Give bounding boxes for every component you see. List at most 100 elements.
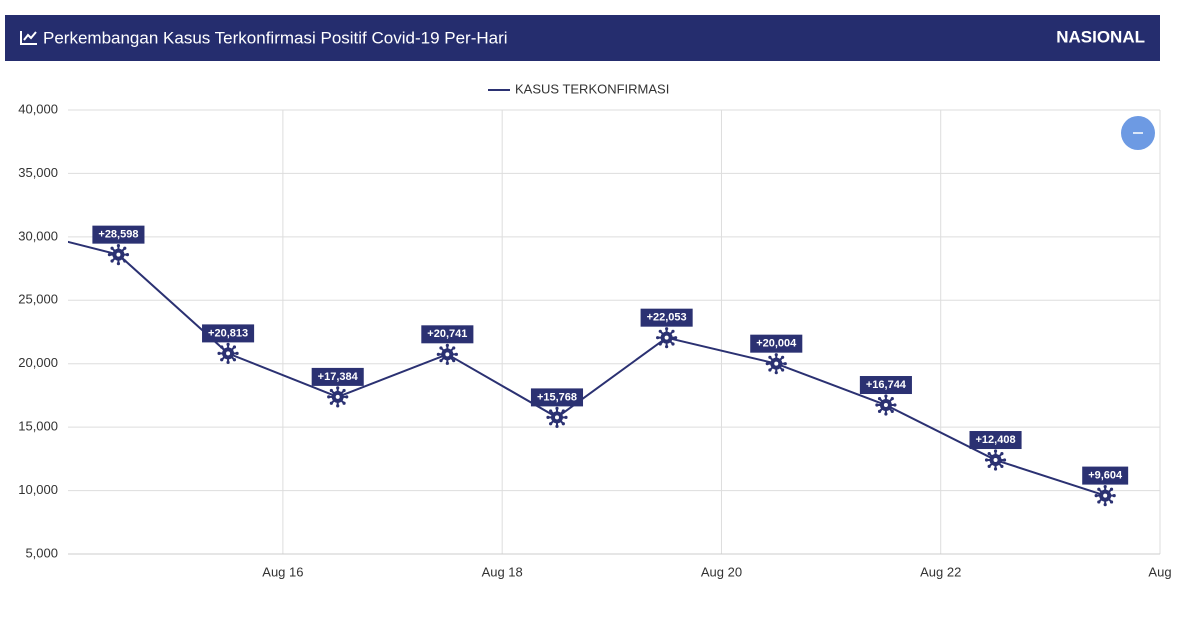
marker-spike-tip [564,415,568,420]
marker-spike-tip [665,327,669,331]
x-tick-label: Aug 22 [920,564,961,579]
marker-spike-tip [116,262,121,266]
marker-spike-tip [768,368,772,372]
marker-spike-tip [454,352,458,356]
virus-marker [984,449,1007,471]
header-title: Perkembangan Kasus Terkonfirmasi Positif… [43,28,508,47]
marker-spike-tip [884,394,888,398]
marker-spike-tip [1000,452,1004,456]
data-label-box [530,388,584,407]
marker-spike [2,220,8,226]
marker-spike-tip [1112,493,1116,498]
marker-spike-tip [445,361,449,365]
marker-dot [445,352,450,357]
data-label-box [859,376,912,395]
data-label-box [202,324,255,343]
data-label: +17,384 [318,371,359,383]
marker-dot [554,415,559,420]
marker-spike-tip [110,246,114,250]
y-tick-label: 5,000 [25,545,58,560]
marker-spike-tip [781,368,785,372]
marker-spike-tip [1103,502,1107,507]
y-tick-label: 30,000 [18,228,58,243]
marker-spike-tip [336,386,340,390]
marker-spike-tip [768,355,772,359]
x-tick-label: Aug 20 [701,564,742,579]
x-tick-label: Aug 16 [262,564,303,579]
marker-spike-tip [336,404,340,408]
marker-spike-tip [993,449,998,453]
marker-spike-tip [1094,493,1098,498]
marker-spike-tip [1002,458,1007,462]
marker-spike-tip [14,219,17,222]
marker-dot [226,351,231,356]
marker-spike-tip [765,362,769,366]
marker-dot [7,225,11,229]
marker-spike-tip [1097,487,1101,491]
marker-spike-tip [452,359,456,363]
marker-spike-tip [984,458,989,462]
data-label: +20,813 [208,327,248,339]
virus-marker [765,353,787,375]
data-label-box [1082,466,1129,485]
marker-spike-tip [549,409,553,413]
marker-spike-tip [232,358,237,362]
y-tick-label: 10,000 [18,482,58,497]
virus-marker [546,406,568,429]
marker-spike [9,220,15,226]
marker-spike-tip [327,395,331,399]
marker-spike-tip [774,353,778,357]
marker-spike-tip [235,351,239,356]
header-bar [5,15,1160,61]
marker-spike [9,227,15,233]
marker-spike-tip [439,359,443,363]
marker-spike-tip [877,397,882,401]
marker-spike-tip [329,388,333,393]
virus-marker [0,216,19,237]
y-tick-label: 15,000 [18,419,58,434]
data-label: +9,604 [1088,470,1123,482]
marker-spike-tip [125,253,130,257]
data-label: +20,741 [427,328,467,340]
marker-spike-tip [993,467,998,471]
marker-spike-tip [7,216,10,219]
marker-spike-tip [329,401,333,405]
header-region: NASIONAL [1056,27,1145,46]
marker-spike-tip [345,395,349,399]
collapse-button[interactable] [1121,116,1155,150]
marker-spike-tip [555,406,559,411]
marker-spike-tip [783,362,787,366]
y-tick-label: 25,000 [18,292,58,307]
marker-spike-tip [226,360,230,365]
marker-dot [664,335,669,340]
data-label-box [969,431,1022,450]
marker-spike-tip [1109,487,1114,491]
chart-icon [20,31,37,45]
marker-dot [993,458,998,463]
marker-spike-tip [875,403,879,407]
marker-spike-tip [665,345,669,349]
virus-marker [656,327,678,349]
marker-spike-tip [987,464,991,468]
virus-marker [1094,484,1116,507]
marker-spike-tip [884,412,888,416]
marker-spike-tip [220,358,224,362]
marker-spike-tip [561,409,565,413]
marker-spike [2,227,8,233]
marker-spike-tip [110,259,114,263]
marker-spike-tip [877,409,882,413]
marker-spike-tip [220,345,224,349]
marker-spike-tip [890,409,894,413]
marker-spike-tip [1,219,4,222]
marker-dot [116,252,121,257]
marker-spike-tip [1103,484,1107,489]
marker-spike-tip [781,355,785,359]
marker-spike-tip [774,371,778,375]
marker-spike-tip [561,422,565,426]
legend-label: KASUS TERKONFIRMASI [515,81,669,96]
marker-spike-tip [123,246,127,250]
marker-spike-tip [452,346,456,350]
marker-dot [883,403,888,408]
marker-spike-tip [7,234,10,237]
